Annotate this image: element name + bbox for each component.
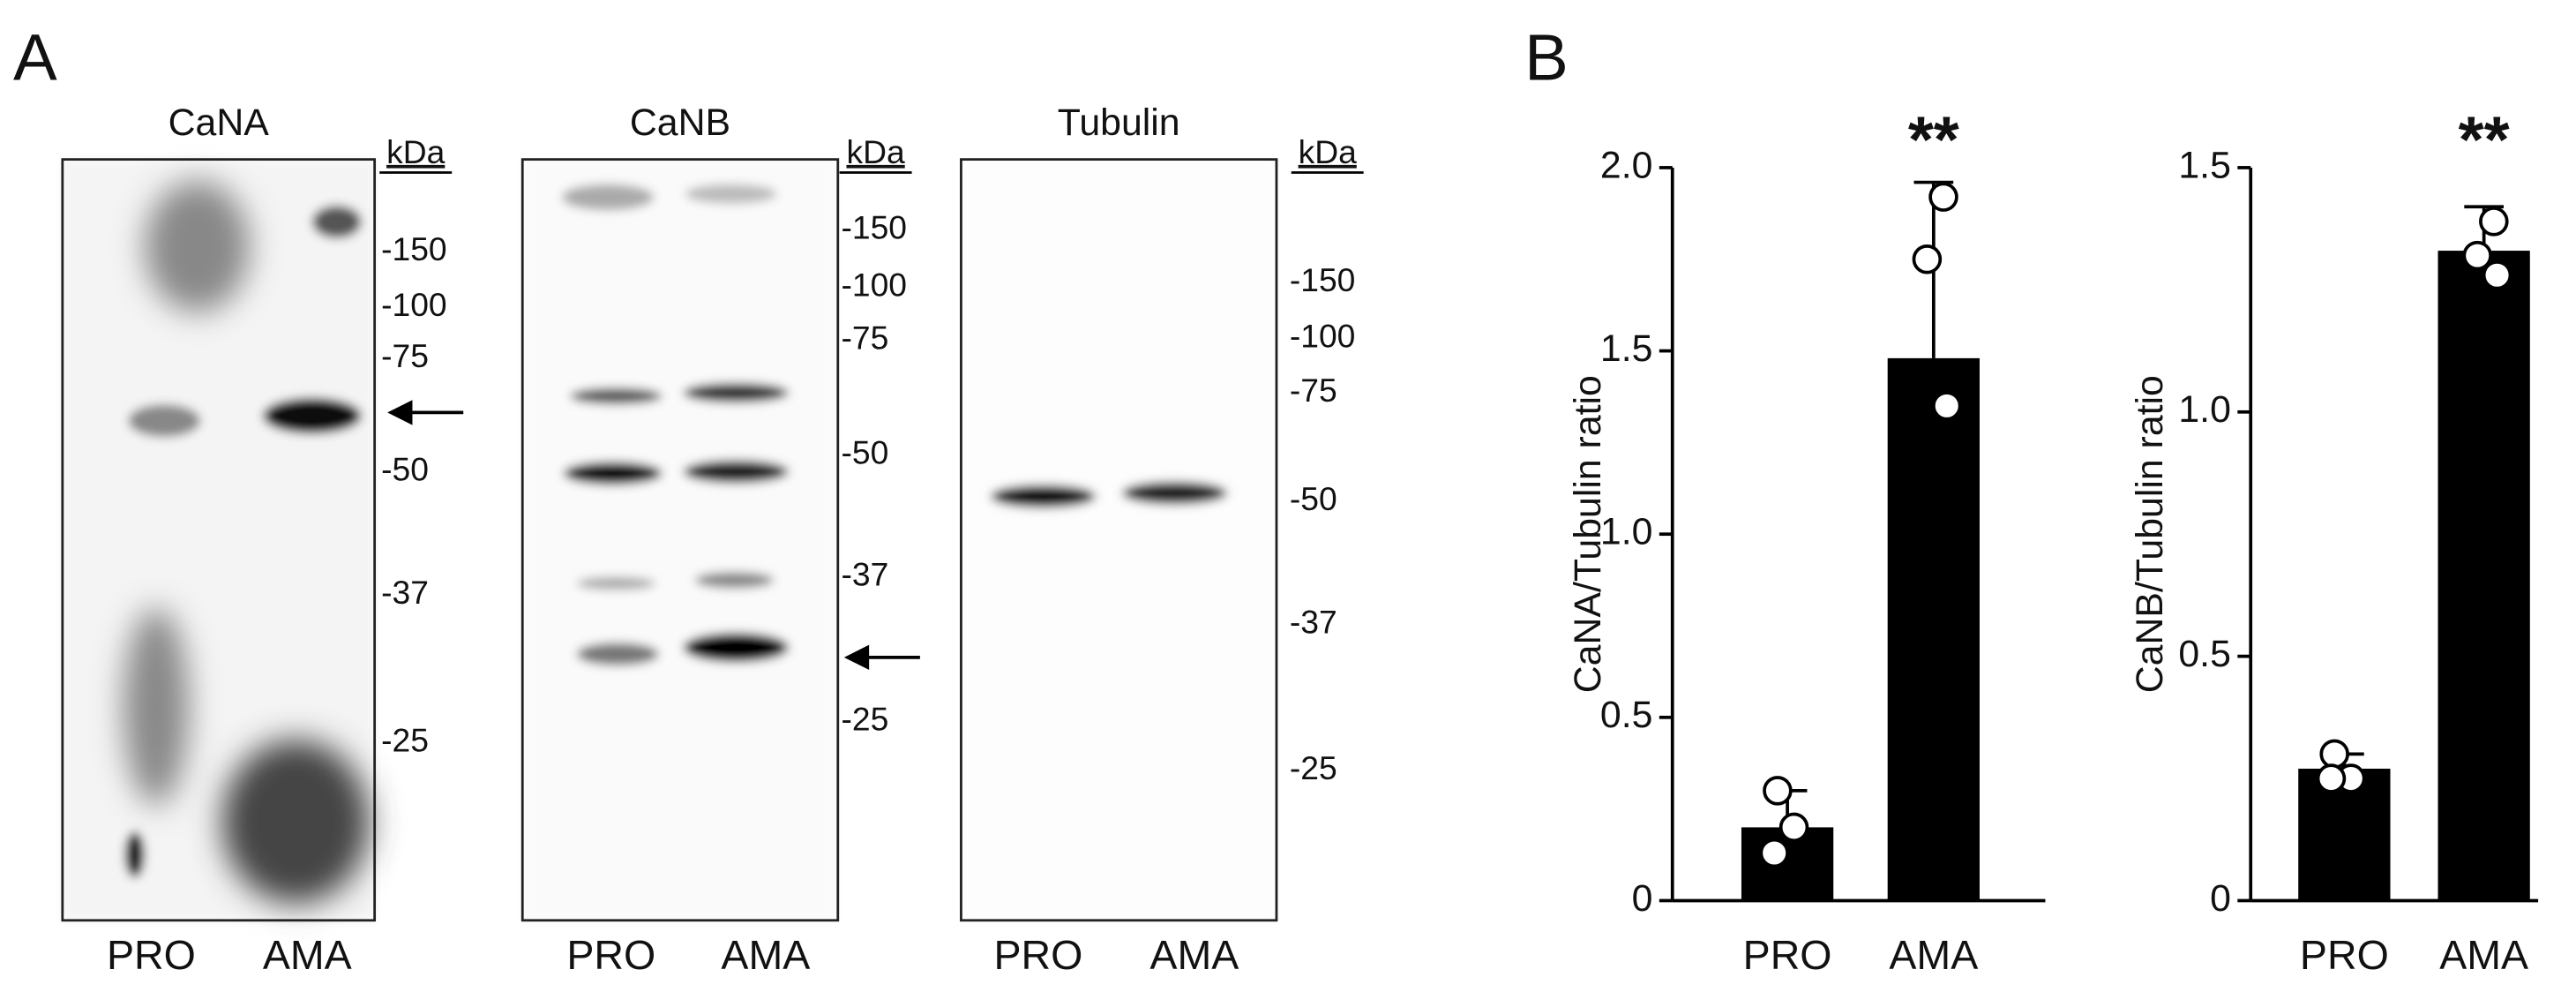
marker-label: -100 [381,286,447,323]
y-tick-label: 1.5 [1600,327,1653,370]
data-point [1759,838,1789,868]
lane-label: AMA [1149,932,1239,978]
blot-title: CaNB [630,101,730,144]
panel-label: A [13,20,57,94]
data-point [2479,207,2509,237]
data-point [2316,763,2347,793]
marker-label: -25 [381,722,429,759]
data-point [2319,739,2349,770]
blot-frame [61,158,1278,922]
lane-label: PRO [994,932,1083,978]
y-tick-label: 0.5 [2178,633,2231,675]
data-point [1931,391,1962,421]
marker-label: -37 [1290,603,1337,640]
marker-label: -100 [841,267,907,304]
blot-title: CaNA [168,101,270,144]
marker-label: -25 [841,700,888,737]
marker-label: -150 [1290,261,1356,298]
marker-label: -37 [381,574,429,611]
y-axis-label: CaNA/Tubulin ratio [1567,375,1609,693]
x-tick-label: AMA [1889,932,1978,978]
marker-label: -75 [381,337,429,374]
marker-label: -25 [1290,749,1337,786]
lane-label: PRO [107,932,196,978]
y-axis-label: CaNB/Tubulin ratio [2129,375,2171,693]
y-tick-label: 0 [2210,877,2231,920]
unit-label: kDa [386,133,446,170]
unit-label: kDa [846,133,905,170]
data-point [2462,240,2492,271]
marker-label: -100 [1290,317,1356,354]
data-point [2482,259,2512,290]
marker-label: -75 [1290,372,1337,409]
data-point [1763,776,1793,806]
blot-image [62,159,1277,921]
significance: ** [1908,103,1959,177]
panel-label: B [1524,20,1569,94]
lane-label: AMA [721,932,810,978]
marker-label: -150 [841,209,907,246]
bar [1887,357,1980,901]
lane-label: AMA [263,932,352,978]
marker-label: -50 [841,434,888,471]
y-tick-label: 1.0 [1600,511,1653,553]
x-tick-label: PRO [1743,932,1832,978]
lane-label: PRO [566,932,655,978]
bar [2437,251,2530,901]
arrow [387,400,920,671]
y-tick-label: 1.5 [2178,144,2231,186]
blot-title: Tubulin [1058,101,1180,144]
data-point [1912,244,1943,274]
y-tick-label: 1.0 [2178,388,2231,431]
data-point [1778,812,1809,843]
x-tick-label: PRO [2300,932,2389,978]
marker-label: -50 [381,450,429,487]
marker-label: -150 [381,230,447,267]
y-tick-label: 2.0 [1600,144,1653,186]
data-point [1928,182,1958,212]
marker-label: -50 [1290,480,1337,517]
y-tick-label: 0.5 [1600,694,1653,736]
unit-label: kDa [1299,133,1358,170]
x-tick-label: AMA [2439,932,2528,978]
marker-label: -37 [841,555,888,592]
significance: ** [2459,103,2510,177]
y-tick-label: 0 [1632,877,1653,920]
marker-label: -75 [841,319,888,356]
